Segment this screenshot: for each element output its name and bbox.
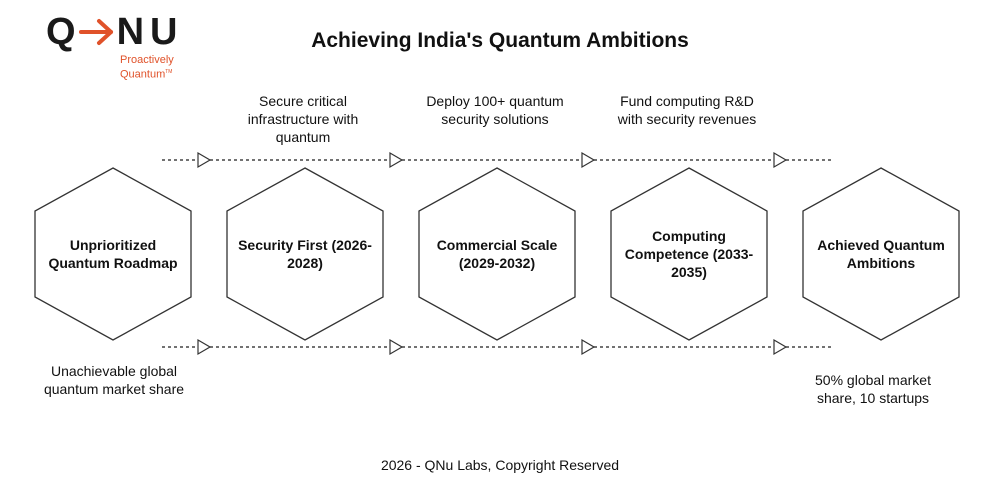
stage-hexagon-1 [34,167,192,341]
logo-letter-q: Q [46,11,77,53]
page-title: Achieving India's Quantum Ambitions [311,29,689,52]
top-arrow-3 [581,151,596,169]
stage-label-5: Achieved Quantum Ambitions [817,237,945,271]
stage-hexagon-4 [610,167,768,341]
top-arrow-2 [389,151,404,169]
stage-label-1: Unprioritized Quantum Roadmap [48,237,178,271]
logo-trademark: TM [165,69,173,75]
bottom-arrow-3 [581,338,596,356]
bottom-arrow-2 [389,338,404,356]
logo-tagline-line2: Quantum [120,68,166,81]
stage-hexagon-2 [226,167,384,341]
bottom-note-start: Unachievable global quantum market share [43,363,185,397]
bottom-arrow-1 [197,338,212,356]
stage-label-3: Commercial Scale (2029-2032) [436,237,558,271]
arrow-right-icon [78,19,113,45]
logo-wordmark: Q NU [46,12,196,52]
logo-letters-nu: NU [116,11,184,53]
logo-tagline-line1: Proactively [120,54,174,66]
stage-label-2: Security First (2026-2028) [238,237,372,271]
top-note-2: Deploy 100+ quantum security solutions [426,93,564,127]
bottom-arrow-4 [773,338,788,356]
bottom-note-end: 50% global market share, 10 startups [815,372,931,406]
top-arrow-4 [773,151,788,169]
brand-logo: Q NU Proactively QuantumTM [46,12,196,82]
stage-hexagon-3 [418,167,576,341]
footer-copyright: 2026 - QNu Labs, Copyright Reserved [380,457,620,473]
top-note-1: Secure critical infrastructure with quan… [247,93,359,145]
stage-hexagon-5 [802,167,960,341]
logo-tagline: Proactively QuantumTM [120,54,174,81]
top-note-3: Fund computing R&D with security revenue… [617,93,757,127]
top-arrow-1 [197,151,212,169]
stage-label-4: Computing Competence (2033-2035) [624,228,754,280]
